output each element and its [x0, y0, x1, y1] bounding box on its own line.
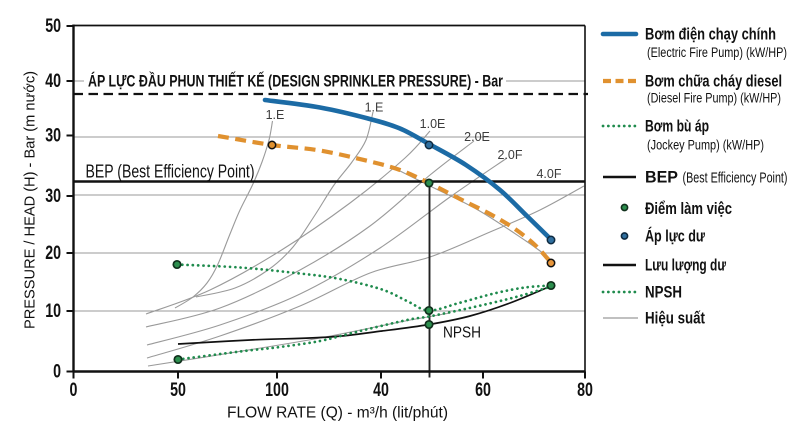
svg-text:50: 50 — [45, 16, 61, 37]
svg-text:4.0F: 4.0F — [536, 167, 561, 181]
svg-text:30: 30 — [45, 125, 61, 146]
svg-text:Hiệu suất: Hiệu suất — [645, 310, 705, 328]
svg-text:Bơm bù áp: Bơm bù áp — [645, 118, 709, 136]
svg-text:FLOW RATE (Q) - m³/h (lit/phút: FLOW RATE (Q) - m³/h (lit/phút) — [227, 405, 448, 422]
svg-text:(Electric Fire Pump) (kW/HP): (Electric Fire Pump) (kW/HP) — [647, 45, 787, 60]
svg-text:(Jockey Pump) (kW/HP): (Jockey Pump) (kW/HP) — [647, 138, 764, 153]
svg-text:NPSH: NPSH — [443, 325, 481, 342]
svg-text:PRESSURE / HEAD (H) - Bar (m n: PRESSURE / HEAD (H) - Bar (m nước) — [23, 71, 39, 329]
svg-text:60: 60 — [475, 380, 491, 401]
svg-text:0: 0 — [53, 361, 61, 382]
svg-text:100: 100 — [265, 380, 289, 401]
svg-text:Áp lực dư: Áp lực dư — [645, 227, 705, 246]
svg-text:10: 10 — [45, 301, 61, 322]
svg-text:2.0E: 2.0E — [464, 130, 490, 144]
svg-text:Lưu lượng dư: Lưu lượng dư — [645, 257, 726, 275]
svg-text:30: 30 — [45, 186, 61, 207]
svg-text:BEP (Best Efficiency Point): BEP (Best Efficiency Point) — [86, 162, 255, 182]
svg-text:20: 20 — [45, 243, 61, 264]
svg-text:1.0E: 1.0E — [420, 117, 446, 131]
svg-text:50: 50 — [170, 380, 186, 401]
svg-text:40: 40 — [373, 380, 389, 401]
svg-text:(Best Efficiency Point): (Best Efficiency Point) — [683, 170, 788, 187]
svg-text:BEP: BEP — [645, 169, 678, 187]
svg-text:Điểm làm việc: Điểm làm việc — [645, 200, 732, 218]
svg-text:0: 0 — [70, 380, 78, 401]
svg-text:80: 80 — [577, 380, 593, 401]
svg-text:ÁP LỰC ĐẦU PHUN THIẾT KẾ (DESI: ÁP LỰC ĐẦU PHUN THIẾT KẾ (DESIGN SPRINKL… — [88, 72, 503, 91]
svg-text:1.E: 1.E — [365, 101, 384, 115]
svg-text:Bơm điện chạy chính: Bơm điện chạy chính — [645, 26, 776, 44]
svg-text:(Diesel Fire Pump) (kW/HP): (Diesel Fire Pump) (kW/HP) — [647, 91, 781, 106]
svg-text:1.E: 1.E — [266, 108, 285, 122]
svg-text:NPSH: NPSH — [645, 284, 682, 302]
svg-text:Bơm chữa cháy diesel: Bơm chữa cháy diesel — [645, 73, 782, 91]
svg-text:40: 40 — [45, 71, 61, 92]
svg-text:2.0F: 2.0F — [497, 148, 522, 162]
